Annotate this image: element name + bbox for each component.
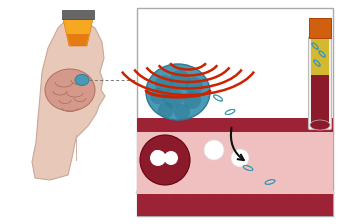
Circle shape (170, 70, 190, 90)
Bar (62, 10, 94, 19)
Circle shape (204, 140, 224, 160)
Circle shape (174, 104, 190, 120)
Circle shape (163, 88, 183, 108)
Circle shape (185, 77, 203, 95)
Ellipse shape (146, 64, 210, 120)
Polygon shape (63, 19, 93, 46)
FancyBboxPatch shape (309, 37, 332, 129)
Circle shape (158, 102, 174, 118)
Circle shape (150, 88, 166, 104)
Bar (309, 18, 331, 38)
Circle shape (153, 150, 159, 156)
Circle shape (231, 149, 249, 167)
Ellipse shape (310, 120, 330, 130)
Circle shape (164, 151, 178, 165)
Circle shape (183, 91, 201, 109)
Ellipse shape (45, 69, 95, 111)
Circle shape (140, 135, 190, 185)
Polygon shape (32, 18, 105, 180)
Bar (137, 118, 333, 132)
Bar (137, 194, 333, 216)
Bar (311, 75, 329, 127)
Circle shape (155, 75, 173, 93)
Circle shape (150, 150, 166, 166)
Ellipse shape (75, 75, 89, 86)
Polygon shape (67, 34, 89, 46)
Bar (137, 8, 333, 216)
Bar (311, 39, 329, 75)
Bar (137, 132, 333, 216)
